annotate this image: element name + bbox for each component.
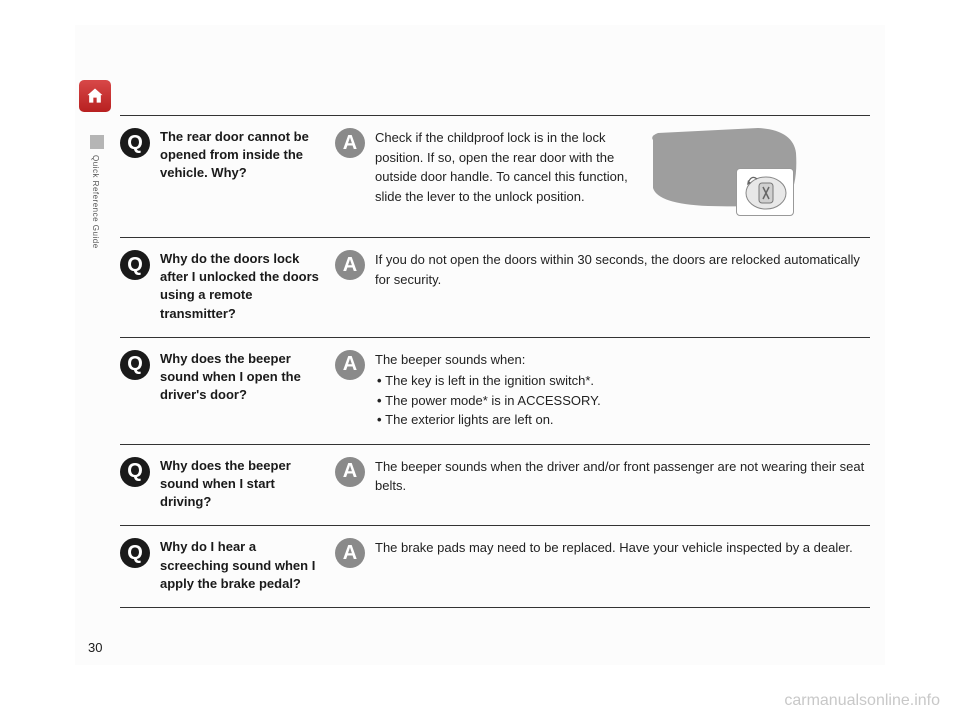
qa-row: Q Why does the beeper sound when I open … (120, 338, 870, 444)
watermark-text: carmanualsonline.info (784, 692, 940, 710)
question-text: The rear door cannot be opened from insi… (160, 128, 335, 183)
list-item: The key is left in the ignition switch*. (377, 371, 870, 391)
answer-text: If you do not open the doors within 30 s… (375, 250, 870, 289)
list-item: The power mode* is in ACCESSORY. (377, 391, 870, 411)
q-badge-icon: Q (120, 128, 150, 158)
q-badge-icon: Q (120, 538, 150, 568)
answer-intro: The beeper sounds when: (375, 352, 525, 367)
q-badge-icon: Q (120, 350, 150, 380)
qa-row: Q Why does the beeper sound when I start… (120, 445, 870, 526)
side-tab-block (90, 135, 104, 149)
question-text: Why does the beeper sound when I start d… (160, 457, 335, 512)
house-icon (85, 86, 105, 106)
page-number: 30 (88, 640, 102, 655)
qa-row: Q The rear door cannot be opened from in… (120, 116, 870, 237)
side-section-label: Quick Reference Guide (91, 155, 100, 249)
answer-list: The key is left in the ignition switch*.… (375, 371, 870, 430)
question-text: Why do I hear a screeching sound when I … (160, 538, 335, 593)
answer-text: Check if the childproof lock is in the l… (375, 128, 640, 206)
answer-text: The brake pads may need to be replaced. … (375, 538, 870, 558)
a-badge-icon: A (335, 350, 365, 380)
answer-text: The beeper sounds when: The key is left … (375, 350, 870, 430)
qa-row: Q Why do the doors lock after I unlocked… (120, 238, 870, 337)
content-area: Q The rear door cannot be opened from in… (120, 115, 870, 608)
answer-text: The beeper sounds when the driver and/or… (375, 457, 870, 496)
a-badge-icon: A (335, 538, 365, 568)
childproof-lock-illustration (648, 128, 798, 223)
question-text: Why does the beeper sound when I open th… (160, 350, 335, 405)
a-badge-icon: A (335, 457, 365, 487)
q-badge-icon: Q (120, 250, 150, 280)
a-badge-icon: A (335, 128, 365, 158)
side-tab: Quick Reference Guide (90, 135, 104, 270)
qa-row: Q Why do I hear a screeching sound when … (120, 526, 870, 607)
q-badge-icon: Q (120, 457, 150, 487)
divider (120, 607, 870, 608)
list-item: The exterior lights are left on. (377, 410, 870, 430)
question-text: Why do the doors lock after I unlocked t… (160, 250, 335, 323)
a-badge-icon: A (335, 250, 365, 280)
home-icon[interactable] (79, 80, 111, 112)
